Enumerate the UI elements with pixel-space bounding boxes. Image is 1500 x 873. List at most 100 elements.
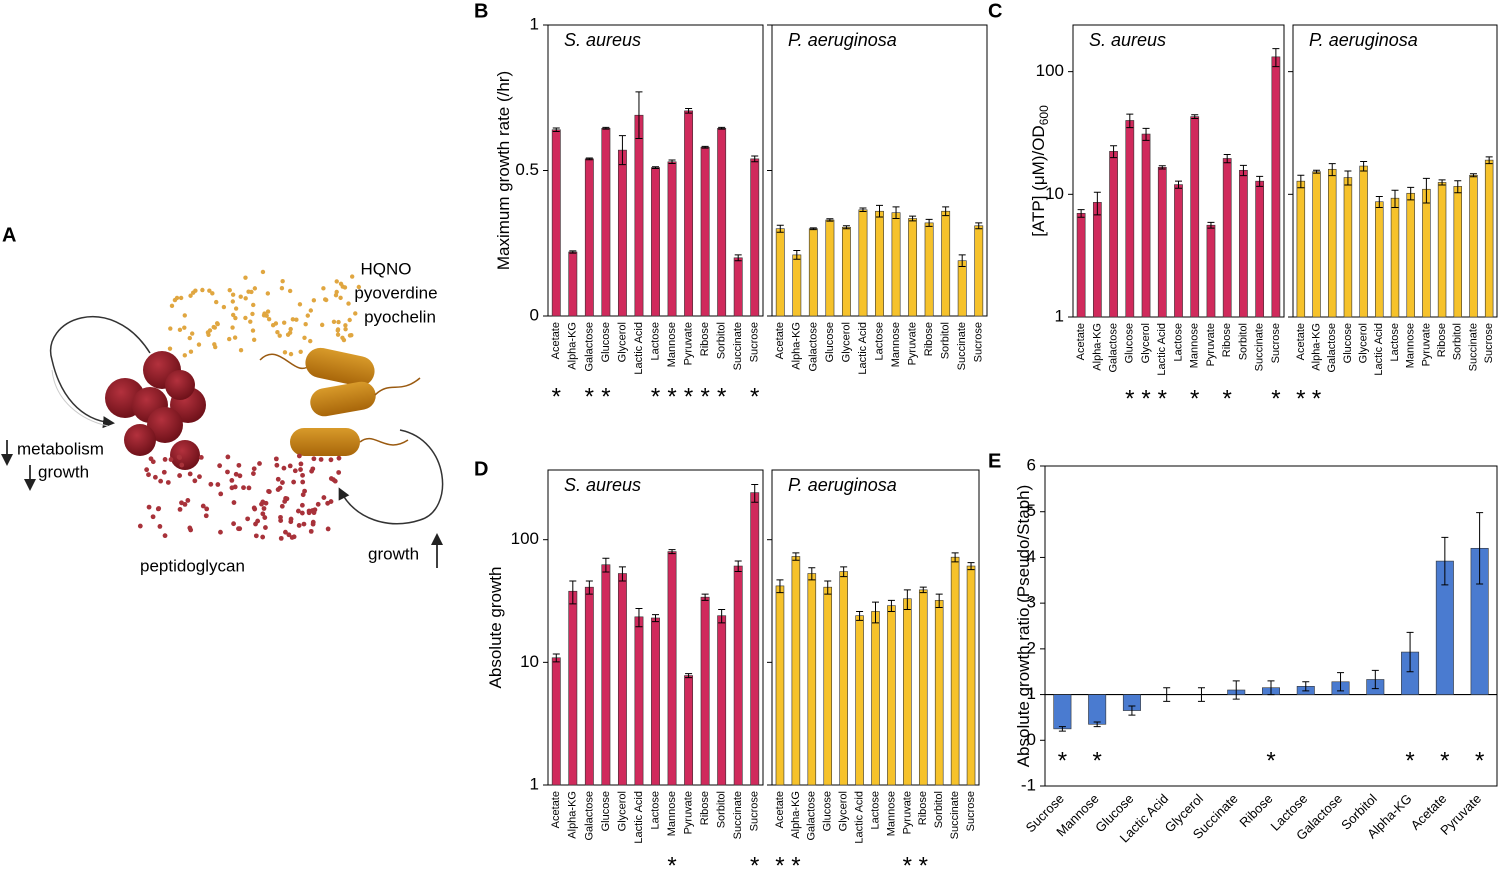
significance-mark: *: [552, 383, 561, 410]
dot: [260, 534, 266, 540]
dot: [331, 319, 337, 324]
error-bar: [1272, 48, 1280, 68]
error-bar: [1232, 680, 1240, 700]
x-tick-label: Glycerol: [1140, 323, 1152, 363]
error-bar: [826, 218, 834, 222]
dot: [208, 481, 214, 487]
error-bar: [958, 254, 966, 268]
bar: [823, 586, 833, 786]
error-bar: [872, 601, 879, 624]
error-bar: [1207, 221, 1215, 229]
bar: [1296, 180, 1306, 318]
dot: [251, 505, 257, 511]
pseudomonas-rods: [259, 347, 421, 456]
dot: [266, 488, 271, 494]
panel-label: E: [988, 450, 1001, 472]
x-tick-label: Acetate: [774, 791, 786, 828]
x-tick-label: Glucose: [824, 322, 836, 362]
x-tick-label: Pyruvate: [682, 791, 694, 834]
error-bar: [718, 608, 726, 624]
bar: [1190, 116, 1200, 318]
bar: [584, 158, 594, 317]
dot: [292, 468, 298, 474]
dot: [177, 327, 183, 333]
dot: [252, 286, 258, 291]
significance-mark: *: [1092, 747, 1101, 774]
bar: [775, 585, 785, 786]
dot: [273, 321, 279, 326]
dot: [349, 274, 355, 279]
significance-mark: *: [1190, 385, 1199, 412]
error-bar: [1469, 173, 1477, 178]
dot: [336, 319, 341, 325]
bar: [584, 586, 594, 786]
dot: [150, 514, 156, 520]
diagram: HQNO pyoverdine pyochelin metabolism gro…: [1, 259, 444, 575]
bar: [717, 128, 727, 317]
error-bar: [1375, 195, 1383, 209]
bar: [1141, 133, 1151, 318]
bar: [841, 226, 851, 317]
bar: [1359, 165, 1368, 318]
dot: [321, 495, 327, 500]
error-bar: [569, 580, 577, 605]
error-bar: [1256, 175, 1264, 187]
bar: [934, 600, 944, 786]
dot: [334, 289, 339, 295]
dot: [230, 312, 236, 318]
dot: [265, 291, 271, 296]
y-tick-label: 1: [530, 774, 539, 793]
error-bar: [1197, 687, 1205, 702]
x-tick-label: Lactose: [649, 322, 661, 361]
dot: [308, 338, 313, 344]
bar: [617, 149, 627, 317]
dot: [213, 344, 218, 350]
bar: [1088, 694, 1107, 725]
diagram-label: growth: [38, 462, 89, 481]
dot: [189, 331, 195, 336]
panel-label: D: [474, 458, 488, 480]
dot: [321, 286, 326, 291]
x-tick-label: Glycerol: [616, 791, 628, 831]
dot: [230, 299, 236, 304]
error-bar: [951, 552, 959, 563]
x-tick-label: Ribose: [1221, 323, 1233, 357]
significance-mark: *: [1223, 385, 1232, 412]
dot: [251, 466, 257, 472]
error-bar: [734, 254, 742, 262]
x-tick-label: Alpha-KG: [1310, 323, 1322, 371]
x-tick-label: Ribose: [699, 322, 711, 356]
y-tick-label: -1: [1021, 775, 1036, 794]
dot: [233, 315, 238, 321]
dot: [282, 350, 288, 355]
x-tick-label: Ribose: [1436, 323, 1448, 357]
dot: [265, 309, 271, 314]
bar: [871, 611, 880, 786]
dot: [211, 324, 216, 330]
dot: [275, 330, 280, 335]
dot: [225, 454, 231, 460]
x-tick-label: Sucrose: [1270, 323, 1282, 363]
error-bar: [1406, 631, 1414, 673]
error-bar: [859, 207, 867, 213]
dot: [259, 501, 264, 507]
dot: [146, 504, 152, 510]
significance-mark: *: [717, 383, 726, 410]
error-bar: [635, 91, 643, 139]
bar: [1053, 694, 1072, 730]
x-tick-label: Acetate: [550, 791, 562, 828]
dot: [192, 478, 198, 484]
dot: [283, 529, 288, 535]
dot: [155, 506, 161, 512]
x-tick-label: Succinate: [1254, 323, 1266, 371]
significance-mark: *: [1405, 747, 1414, 774]
dot: [288, 326, 293, 332]
dot: [146, 472, 151, 478]
x-tick-label: Lactose: [873, 322, 885, 361]
error-bar: [1476, 512, 1484, 585]
significance-mark: *: [667, 383, 676, 410]
dot: [203, 513, 209, 519]
dot: [251, 337, 257, 342]
dot: [214, 299, 219, 305]
dot: [302, 335, 307, 340]
